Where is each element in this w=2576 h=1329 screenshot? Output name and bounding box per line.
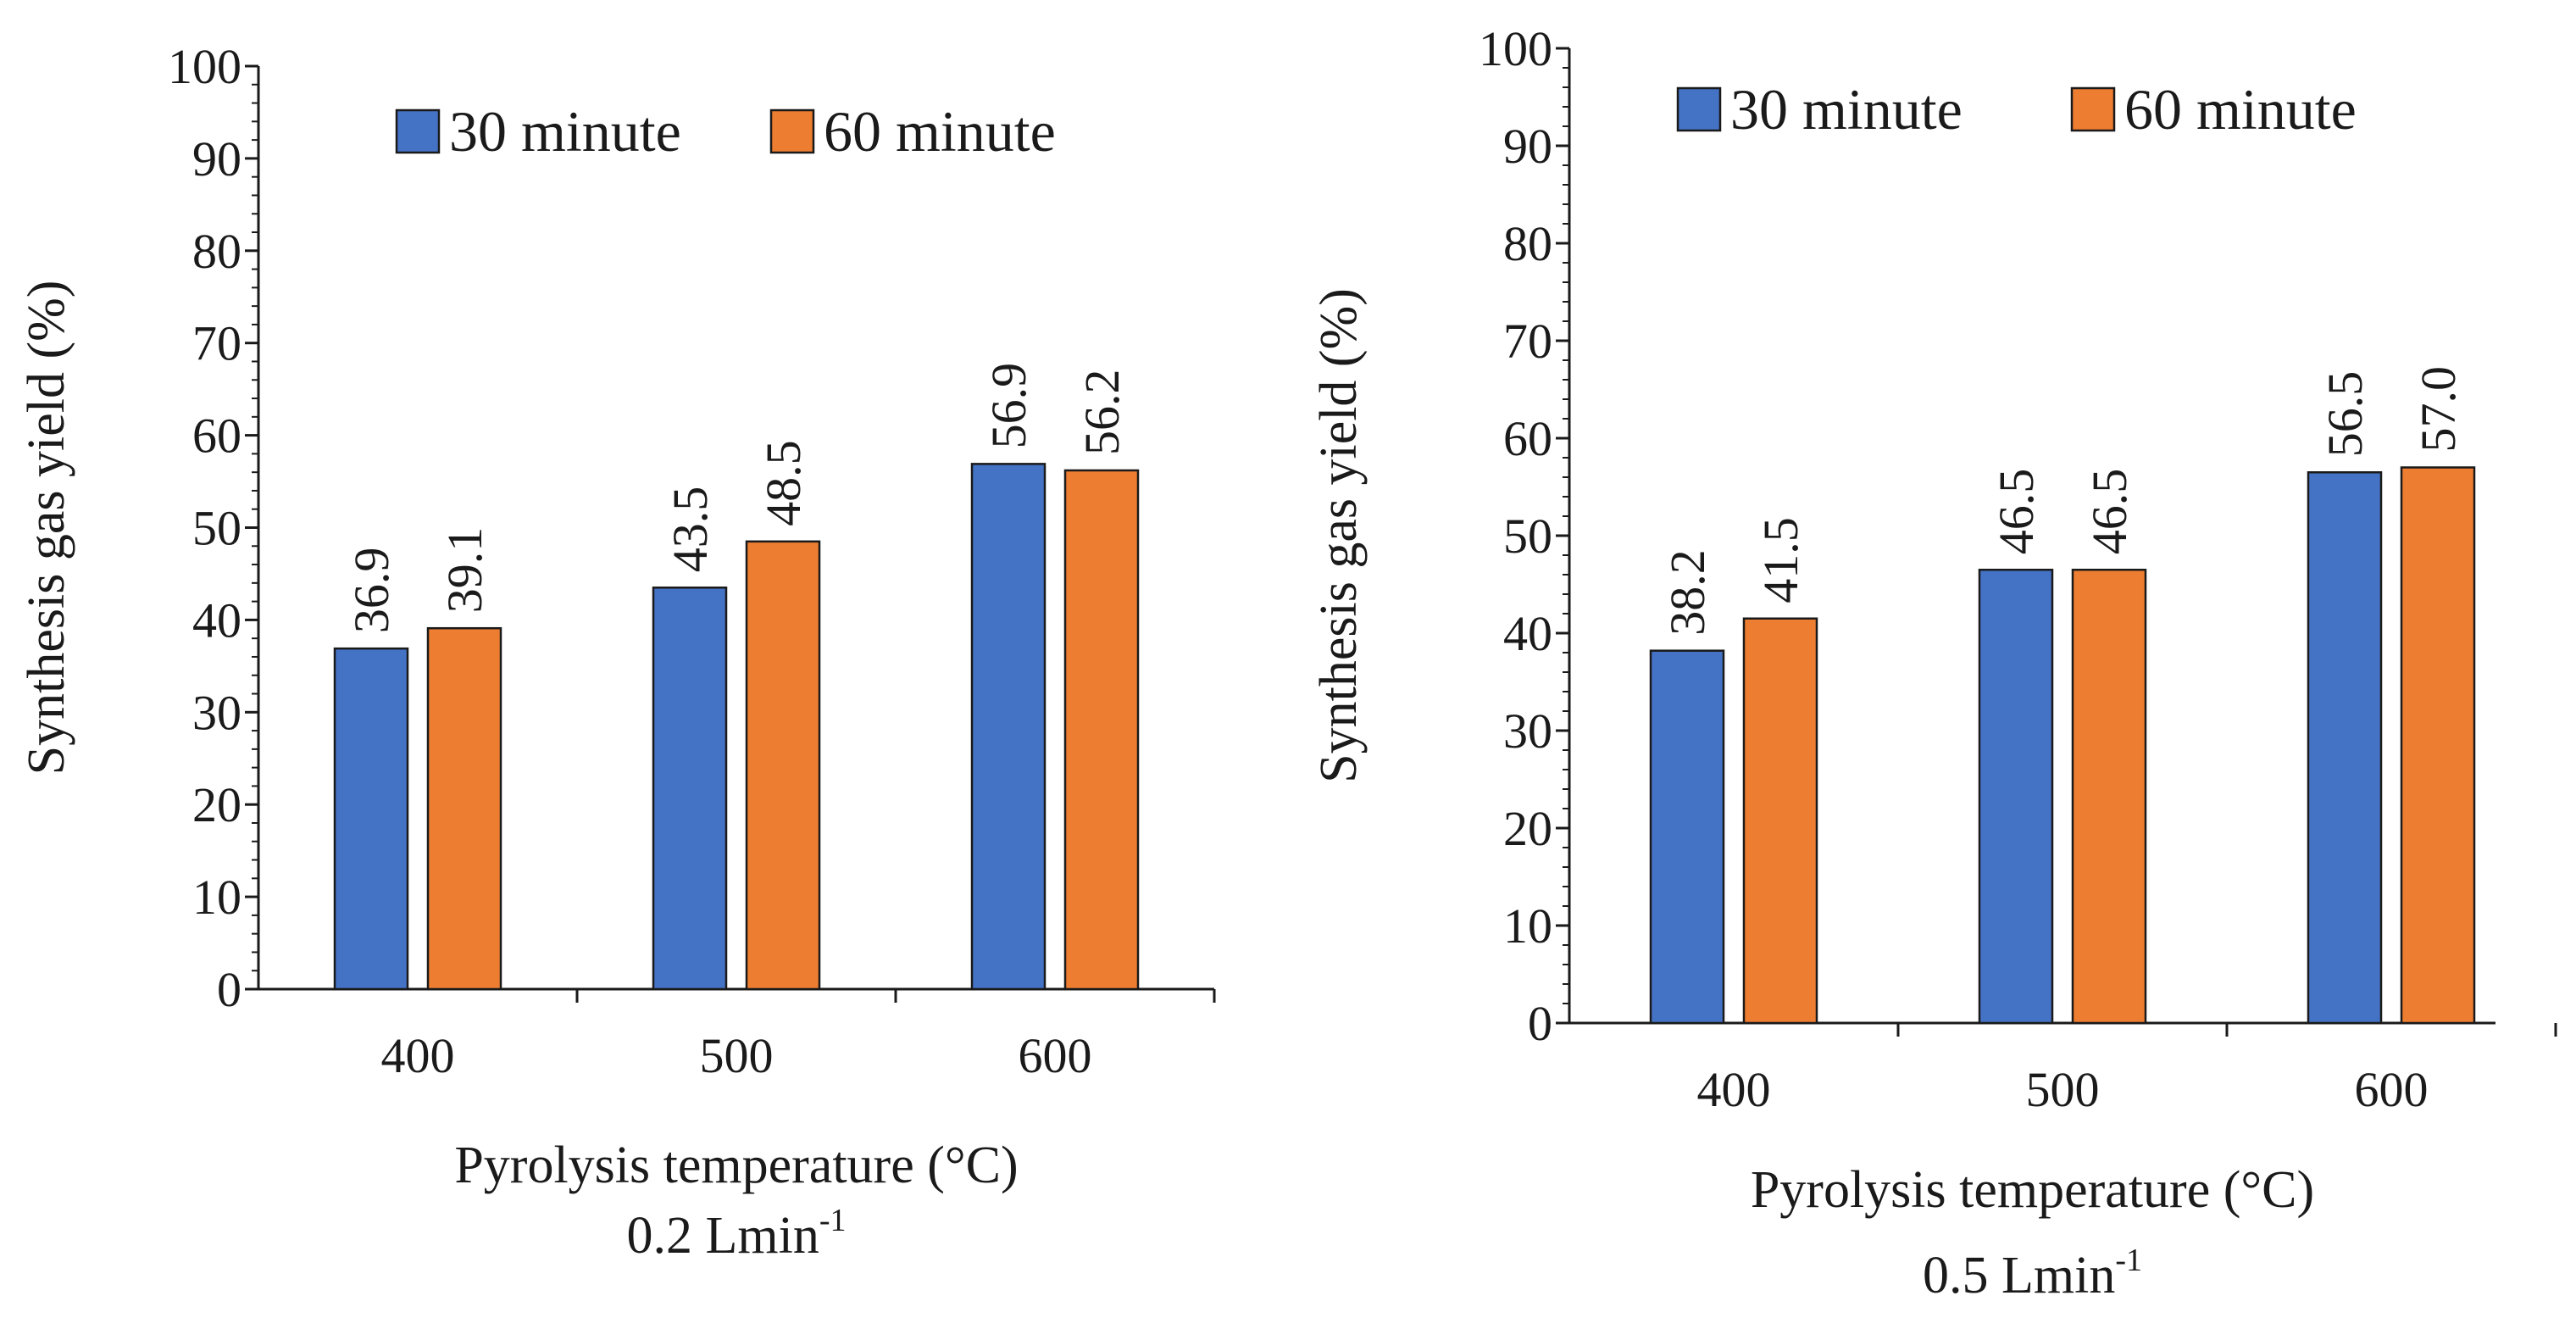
x-category-label: 400 (1697, 1062, 1771, 1117)
y-tick-label: 80 (1503, 216, 1552, 271)
legend-label-2: 60 minute (824, 99, 1056, 164)
bar-60-minute-600 (2400, 466, 2476, 1025)
x-category-label: 400 (381, 1028, 455, 1083)
flow-rate-label: 0.5 Lmin-1 (1923, 1243, 2142, 1304)
legend-swatch-1 (1676, 86, 1722, 132)
y-axis-title: Synthesis gas yield (%) (18, 281, 75, 776)
bar-60-minute-500 (745, 540, 821, 991)
y-tick-label: 0 (1528, 996, 1552, 1051)
legend-swatch-1 (395, 108, 441, 154)
x-axis-title: Pyrolysis temperature (°C) (1751, 1161, 2314, 1219)
x-category-label: 500 (700, 1028, 774, 1083)
bar-60-minute-600 (1063, 469, 1140, 991)
legend-label-1: 30 minute (1730, 77, 1963, 142)
y-tick-label: 20 (192, 777, 242, 832)
y-tick-label: 10 (192, 870, 242, 925)
y-tick-label: 100 (168, 39, 242, 94)
y-tick-label: 40 (192, 592, 242, 648)
bar-30-minute-500 (652, 587, 728, 991)
bar-value-label: 48.5 (756, 440, 811, 526)
bar-value-label: 36.9 (344, 548, 399, 634)
legend-label-1: 30 minute (449, 99, 681, 164)
y-tick-label: 60 (192, 409, 242, 464)
bar-30-minute-600 (2307, 471, 2383, 1025)
y-tick-label: 60 (1503, 411, 1552, 466)
y-tick-label: 30 (192, 685, 242, 740)
y-tick-label: 70 (192, 316, 242, 371)
y-tick-label: 80 (192, 224, 242, 279)
y-tick-label: 90 (192, 131, 242, 186)
bar-value-label: 46.5 (2082, 469, 2137, 555)
y-tick-label: 70 (1503, 314, 1552, 369)
bar-60-minute-400 (1742, 617, 1818, 1025)
y-tick-label: 50 (1503, 509, 1552, 564)
bar-value-label: 38.2 (1660, 549, 1715, 636)
y-tick-label: 90 (1503, 119, 1552, 174)
flow-rate-unit-exponent: -1 (819, 1203, 847, 1238)
bar-30-minute-400 (333, 647, 409, 991)
bar-value-label: 41.5 (1753, 517, 1808, 603)
x-category-label: 600 (2355, 1062, 2429, 1117)
bar-value-label: 56.5 (2318, 371, 2373, 458)
y-tick-label: 0 (217, 962, 242, 1017)
bar-value-label: 43.5 (663, 487, 718, 573)
bar-30-minute-600 (970, 463, 1046, 991)
chart-panel-1: 0 10 20 30 40 50 60 70 80 90 100 36.9 39.1 400 43.5 48.… (18, 39, 1216, 1265)
legend-swatch-2 (769, 108, 815, 154)
bar-30-minute-400 (1649, 649, 1725, 1025)
bar-60-minute-400 (426, 626, 502, 991)
flow-rate-value: 0.2 Lmin (627, 1207, 819, 1265)
y-tick-label: 100 (1479, 21, 1552, 76)
x-category-label: 500 (2026, 1062, 2100, 1117)
bar-value-label: 56.2 (1074, 369, 1130, 455)
y-tick-label: 40 (1503, 606, 1552, 661)
flow-rate-value: 0.5 Lmin (1923, 1247, 2115, 1304)
bar-value-label: 56.9 (981, 363, 1036, 449)
y-tick-label: 20 (1503, 801, 1552, 856)
y-tick-label: 30 (1503, 703, 1552, 759)
y-axis-title: Synthesis gas yield (%) (1310, 288, 1368, 783)
bar-60-minute-500 (2071, 569, 2147, 1025)
x-axis-title: Pyrolysis temperature (°C) (454, 1137, 1018, 1194)
legend-swatch-2 (2070, 86, 2116, 132)
y-tick-label: 50 (192, 501, 242, 556)
bar-30-minute-500 (1978, 569, 2054, 1025)
chart-panel-2: 0 10 20 30 40 50 60 70 80 90 100 38.2 41.5 400 46.5 46.… (1310, 21, 2557, 1304)
flow-rate-label: 0.2 Lmin-1 (627, 1203, 847, 1265)
bar-value-label: 57.0 (2411, 366, 2466, 453)
x-category-label: 600 (1019, 1028, 1092, 1083)
legend-label-2: 60 minute (2124, 77, 2357, 142)
bar-value-label: 39.1 (437, 527, 492, 614)
flow-rate-unit-exponent: -1 (2115, 1243, 2142, 1278)
y-tick-label: 10 (1503, 898, 1552, 954)
bar-value-label: 46.5 (1989, 469, 2044, 555)
